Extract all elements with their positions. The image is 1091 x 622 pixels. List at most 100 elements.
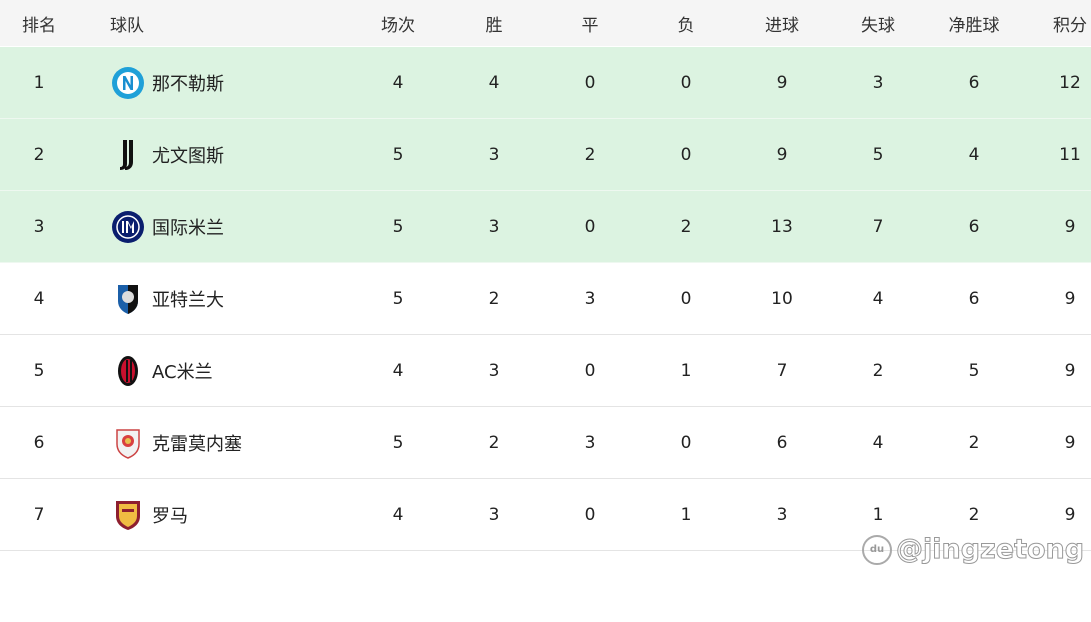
table-row[interactable]: 3 国际米兰 5 3 0 2 13 7 6 9 bbox=[0, 191, 1091, 263]
stat-l: 0 bbox=[680, 72, 692, 93]
stat-gf: 6 bbox=[776, 432, 788, 453]
stat-pts: 9 bbox=[1064, 432, 1076, 453]
stat-played: 4 bbox=[392, 72, 404, 93]
stat-w: 2 bbox=[488, 432, 500, 453]
team-name: 尤文图斯 bbox=[152, 145, 224, 167]
stat-ga: 4 bbox=[872, 432, 884, 453]
header-played[interactable]: 场次 bbox=[381, 15, 415, 36]
rank: 2 bbox=[33, 144, 45, 165]
stat-gf: 3 bbox=[776, 504, 788, 525]
stat-played: 5 bbox=[392, 216, 404, 237]
team[interactable]: AC米兰 bbox=[110, 335, 213, 406]
stat-gd: 2 bbox=[968, 504, 980, 525]
cremonese-logo-icon bbox=[110, 425, 146, 461]
team-name: 国际米兰 bbox=[152, 217, 224, 239]
stat-w: 3 bbox=[488, 504, 500, 525]
team-name: 罗马 bbox=[152, 505, 188, 527]
napoli-logo-icon bbox=[110, 65, 146, 101]
rank: 5 bbox=[33, 360, 45, 381]
stat-l: 1 bbox=[680, 360, 692, 381]
inter-logo-icon bbox=[110, 209, 146, 245]
stat-d: 0 bbox=[584, 72, 596, 93]
baidu-paw-icon: du bbox=[862, 535, 892, 565]
stat-ga: 5 bbox=[872, 144, 884, 165]
stat-gf: 7 bbox=[776, 360, 788, 381]
stat-gd: 2 bbox=[968, 432, 980, 453]
watermark: du @jingzetong bbox=[862, 534, 1085, 566]
table-row[interactable]: 6 克雷莫内塞 5 2 3 0 6 4 2 9 bbox=[0, 407, 1091, 479]
stat-d: 3 bbox=[584, 288, 596, 309]
stat-ga: 7 bbox=[872, 216, 884, 237]
header-points[interactable]: 积分 bbox=[1053, 15, 1087, 36]
rank: 3 bbox=[33, 216, 45, 237]
roma-logo-icon bbox=[110, 497, 146, 533]
stat-gd: 6 bbox=[968, 216, 980, 237]
team-name: AC米兰 bbox=[152, 361, 213, 383]
stat-d: 2 bbox=[584, 144, 596, 165]
stat-gf: 9 bbox=[776, 144, 788, 165]
team[interactable]: 那不勒斯 bbox=[110, 47, 224, 118]
rank: 4 bbox=[33, 288, 45, 309]
stat-gd: 5 bbox=[968, 360, 980, 381]
stat-ga: 1 bbox=[872, 504, 884, 525]
table-row[interactable]: 1 那不勒斯 4 4 0 0 9 3 6 12 bbox=[0, 47, 1091, 119]
header-wins[interactable]: 胜 bbox=[485, 15, 503, 36]
table-row[interactable]: 4 亚特兰大 5 2 3 0 10 4 6 9 bbox=[0, 263, 1091, 335]
stat-gd: 6 bbox=[968, 288, 980, 309]
stat-pts: 9 bbox=[1064, 504, 1076, 525]
stat-pts: 11 bbox=[1059, 144, 1081, 165]
table-row[interactable]: 2 尤文图斯 5 3 2 0 9 5 4 11 bbox=[0, 119, 1091, 191]
team-name: 亚特兰大 bbox=[152, 289, 224, 311]
stat-l: 2 bbox=[680, 216, 692, 237]
team-name: 克雷莫内塞 bbox=[152, 433, 242, 455]
rank: 1 bbox=[33, 72, 45, 93]
header-goals-for[interactable]: 进球 bbox=[765, 15, 799, 36]
table-header: 排名 球队 场次 胜 平 负 进球 失球 净胜球 积分 bbox=[0, 0, 1091, 46]
stat-played: 4 bbox=[392, 360, 404, 381]
stat-gf: 13 bbox=[771, 216, 793, 237]
header-rank[interactable]: 排名 bbox=[22, 15, 56, 36]
header-losses[interactable]: 负 bbox=[677, 15, 695, 36]
header-draws[interactable]: 平 bbox=[581, 15, 599, 36]
stat-gd: 6 bbox=[968, 72, 980, 93]
rank: 6 bbox=[33, 432, 45, 453]
stat-l: 0 bbox=[680, 144, 692, 165]
stat-w: 3 bbox=[488, 216, 500, 237]
stat-d: 3 bbox=[584, 432, 596, 453]
header-goal-diff[interactable]: 净胜球 bbox=[948, 15, 1000, 36]
stat-d: 0 bbox=[584, 504, 596, 525]
stat-ga: 2 bbox=[872, 360, 884, 381]
rank: 7 bbox=[33, 504, 45, 525]
table-row[interactable]: 7 罗马 4 3 0 1 3 1 2 9 bbox=[0, 479, 1091, 551]
stat-played: 4 bbox=[392, 504, 404, 525]
stat-pts: 9 bbox=[1064, 360, 1076, 381]
stat-played: 5 bbox=[392, 288, 404, 309]
table-row[interactable]: 5 AC米兰 4 3 0 1 7 2 5 9 bbox=[0, 335, 1091, 407]
stat-d: 0 bbox=[584, 216, 596, 237]
stat-ga: 3 bbox=[872, 72, 884, 93]
team[interactable]: 国际米兰 bbox=[110, 191, 224, 262]
stat-played: 5 bbox=[392, 432, 404, 453]
ac-milan-logo-icon bbox=[110, 353, 146, 389]
team-name: 那不勒斯 bbox=[152, 73, 224, 95]
atalanta-logo-icon bbox=[110, 281, 146, 317]
team[interactable]: 罗马 bbox=[110, 479, 188, 550]
team[interactable]: 尤文图斯 bbox=[110, 119, 224, 190]
header-goals-against[interactable]: 失球 bbox=[861, 15, 895, 36]
stat-gf: 10 bbox=[771, 288, 793, 309]
stat-played: 5 bbox=[392, 144, 404, 165]
team[interactable]: 亚特兰大 bbox=[110, 263, 224, 334]
stat-gd: 4 bbox=[968, 144, 980, 165]
team[interactable]: 克雷莫内塞 bbox=[110, 407, 242, 478]
stat-l: 0 bbox=[680, 288, 692, 309]
stat-pts: 9 bbox=[1064, 288, 1076, 309]
stat-w: 3 bbox=[488, 360, 500, 381]
stat-d: 0 bbox=[584, 360, 596, 381]
stat-gf: 9 bbox=[776, 72, 788, 93]
stat-w: 4 bbox=[488, 72, 500, 93]
stat-pts: 9 bbox=[1064, 216, 1076, 237]
stat-pts: 12 bbox=[1059, 72, 1081, 93]
header-team[interactable]: 球队 bbox=[110, 15, 144, 36]
stat-w: 2 bbox=[488, 288, 500, 309]
juventus-logo-icon bbox=[110, 137, 146, 173]
